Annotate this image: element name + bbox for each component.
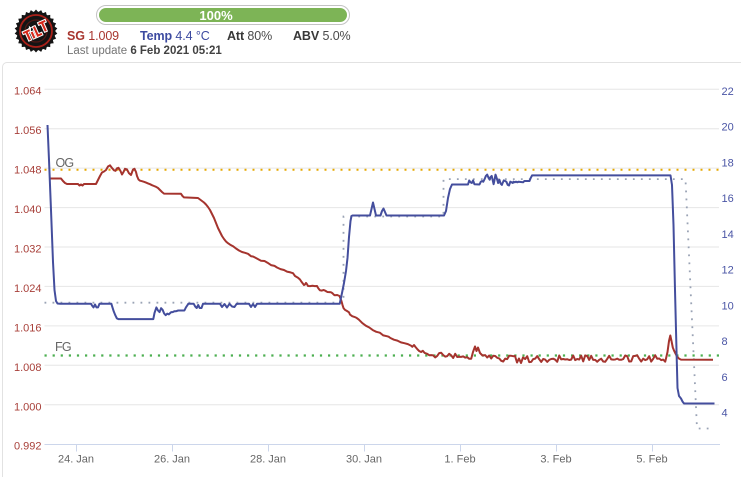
svg-text:3. Feb: 3. Feb xyxy=(540,454,571,466)
svg-text:OG: OG xyxy=(56,156,74,170)
svg-text:24. Jan: 24. Jan xyxy=(58,454,94,466)
svg-text:1.056: 1.056 xyxy=(14,125,42,137)
svg-text:4: 4 xyxy=(722,408,728,420)
svg-text:28. Jan: 28. Jan xyxy=(250,454,286,466)
svg-text:18: 18 xyxy=(722,157,734,169)
svg-text:16: 16 xyxy=(722,193,734,205)
svg-text:30. Jan: 30. Jan xyxy=(346,454,382,466)
svg-text:5. Feb: 5. Feb xyxy=(636,454,667,466)
svg-text:6: 6 xyxy=(722,372,728,384)
svg-text:1.000: 1.000 xyxy=(14,401,42,413)
svg-text:1.008: 1.008 xyxy=(14,362,42,374)
svg-text:1.024: 1.024 xyxy=(14,283,42,295)
svg-text:22: 22 xyxy=(722,86,734,98)
svg-text:1.048: 1.048 xyxy=(14,165,42,177)
svg-text:1.016: 1.016 xyxy=(14,322,42,334)
svg-text:8: 8 xyxy=(722,336,728,348)
svg-text:26. Jan: 26. Jan xyxy=(154,454,190,466)
svg-text:12: 12 xyxy=(722,265,734,277)
svg-text:14: 14 xyxy=(722,229,734,241)
svg-text:1.040: 1.040 xyxy=(14,204,42,216)
svg-text:FG: FG xyxy=(55,340,71,354)
svg-text:10: 10 xyxy=(722,300,734,312)
svg-text:0.992: 0.992 xyxy=(14,441,42,453)
svg-text:20: 20 xyxy=(722,122,734,134)
svg-text:1. Feb: 1. Feb xyxy=(444,454,475,466)
svg-text:1.032: 1.032 xyxy=(14,244,42,256)
svg-text:1.064: 1.064 xyxy=(14,86,42,98)
